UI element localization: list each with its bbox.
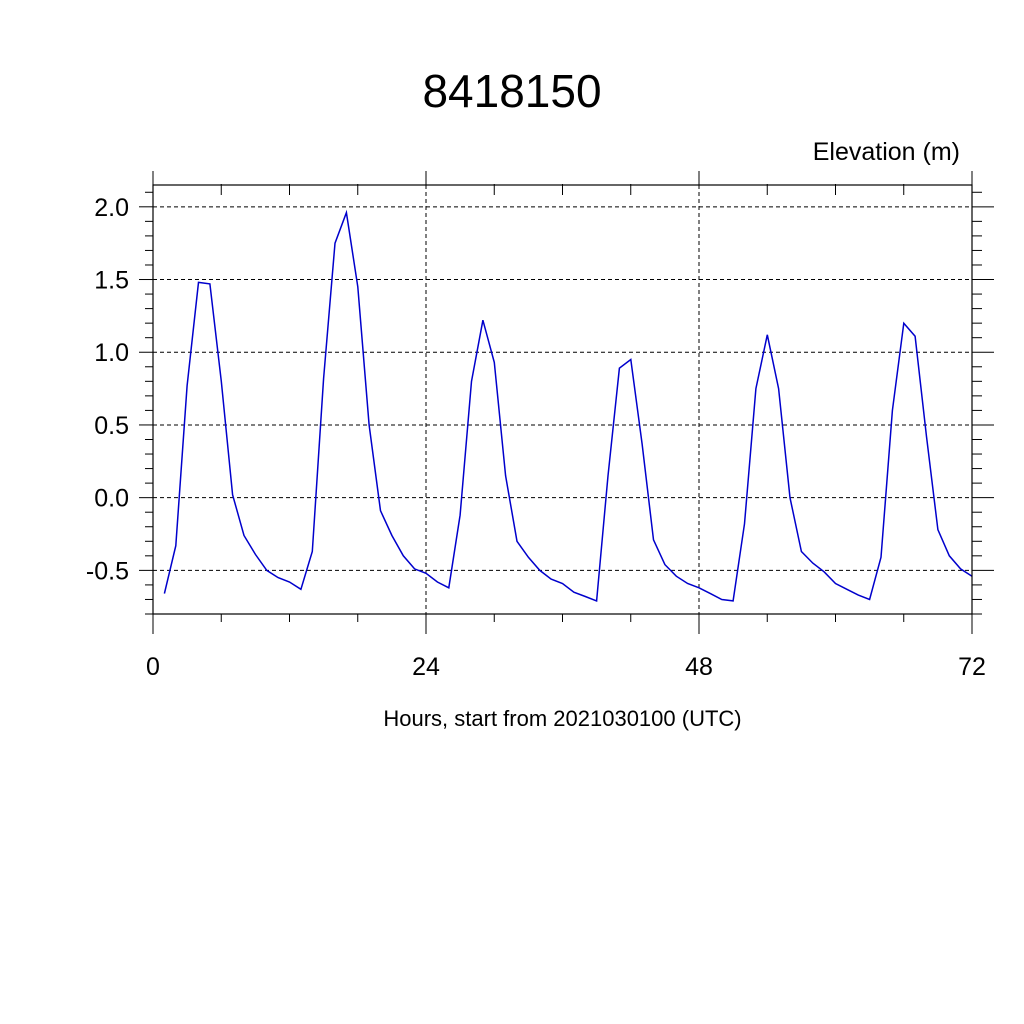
tick-labels: -0.5 0.0 0.5 1.0 1.5 2.0 0 24 48 72 — [86, 194, 986, 681]
y-tick-label: 2.0 — [94, 194, 129, 222]
series-line — [163, 209, 973, 602]
y-tick-label: -0.5 — [86, 557, 129, 585]
x-tick-label: 0 — [146, 653, 160, 681]
minor-ticks — [145, 184, 982, 622]
y-tick-label: 1.0 — [94, 339, 129, 367]
x-tick-label: 24 — [412, 653, 440, 681]
x-tick-label: 72 — [958, 653, 986, 681]
y-axis-label: Elevation (m) — [812, 138, 960, 166]
x-tick-label: 48 — [685, 653, 713, 681]
y-tick-label: 0.0 — [94, 485, 129, 513]
y-tick-label: 0.5 — [94, 412, 129, 440]
major-ticks — [139, 171, 994, 634]
plot-frame — [152, 184, 973, 615]
chart-title: 8418150 — [422, 65, 602, 117]
x-axis-label: Hours, start from 2021030100 (UTC) — [383, 706, 742, 731]
grid-lines — [153, 185, 972, 614]
y-tick-label: 1.5 — [94, 267, 129, 295]
